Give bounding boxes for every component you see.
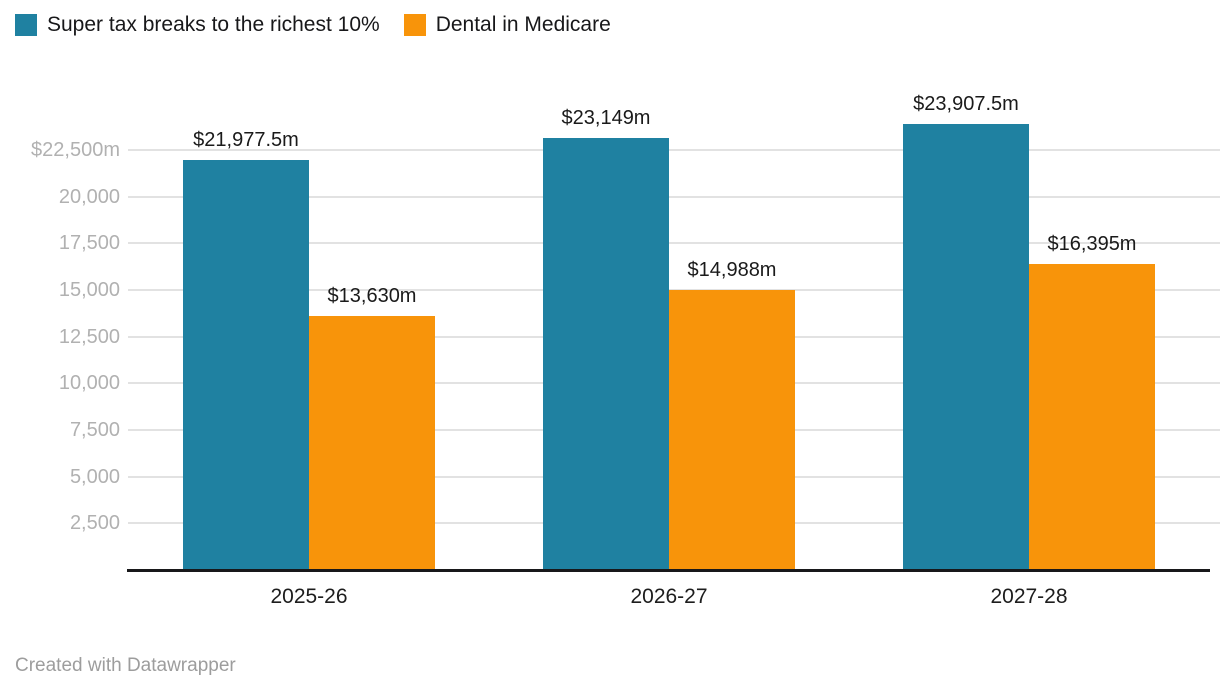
chart-legend: Super tax breaks to the richest 10% Denta… [15, 13, 611, 37]
x-axis-category-label: 2025-26 [270, 585, 348, 608]
bar-super-tax-breaks [543, 137, 669, 570]
bar-value-label: $23,907.5m [913, 92, 1019, 115]
bar-value-label: $16,395m [1047, 232, 1137, 255]
legend-item: Super tax breaks to the richest 10% [15, 13, 380, 37]
bar-value-label: $14,988m [687, 259, 777, 282]
y-axis-tick-label: 10,000 [58, 372, 120, 395]
bar-dental-medicare [1029, 263, 1155, 570]
y-axis-tick-label: 17,500 [58, 232, 120, 255]
bar-super-tax-breaks [183, 159, 309, 570]
y-gridline [128, 149, 1220, 151]
legend-label: Super tax breaks to the richest 10% [47, 13, 380, 36]
legend-swatch-icon [403, 14, 426, 36]
chart-footer: Created with Datawrapper [15, 655, 236, 677]
bar-value-label: $23,149m [561, 106, 651, 129]
y-axis-tick-label: $22,500m [31, 139, 120, 161]
legend-swatch-icon [15, 14, 37, 36]
x-axis-category-label: 2027-28 [990, 585, 1068, 608]
y-gridline [128, 289, 1220, 291]
y-axis-tick-label: 20,000 [58, 185, 120, 208]
x-axis-line [127, 569, 1210, 572]
y-axis-tick-label: 2,500 [69, 512, 120, 535]
y-axis-tick-label: 7,500 [69, 419, 120, 441]
bar-dental-medicare [669, 290, 795, 570]
bar-dental-medicare [309, 315, 435, 570]
y-gridline [128, 195, 1220, 198]
y-gridline [128, 242, 1220, 245]
bar-super-tax-breaks [903, 123, 1029, 570]
x-axis-category-label: 2026-27 [630, 585, 708, 608]
legend-item: Dental in Medicare [403, 13, 611, 37]
datawrapper-credit: Created with Datawrapper [15, 655, 236, 676]
y-axis-tick-label: 12,500 [58, 325, 120, 348]
y-axis-tick-label: 5,000 [69, 465, 120, 488]
legend-label: Dental in Medicare [435, 13, 611, 36]
bar-value-label: $21,977.5m [193, 128, 299, 151]
bar-value-label: $13,630m [327, 284, 417, 307]
y-axis-tick-label: 15,000 [58, 279, 120, 301]
